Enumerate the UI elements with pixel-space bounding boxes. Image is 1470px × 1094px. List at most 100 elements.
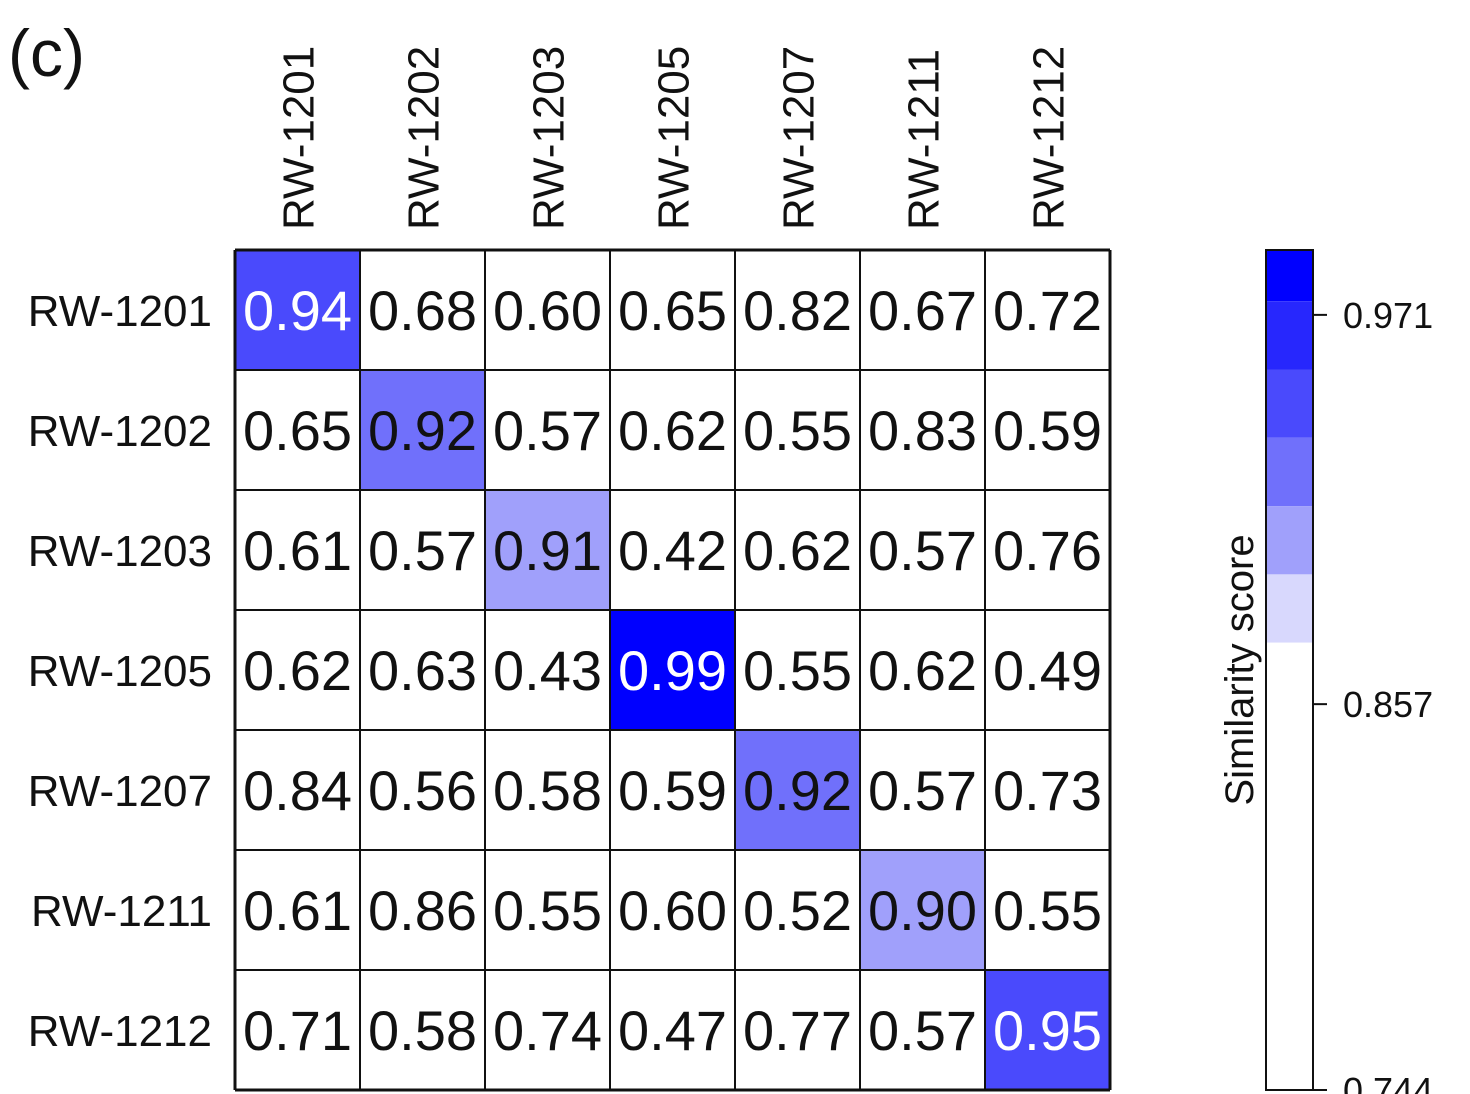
heatmap-cell: [485, 970, 610, 1090]
cell-value-label: 0.63: [368, 639, 477, 702]
cell-value-label: 0.59: [618, 759, 727, 822]
colorbar-tick-label: 0.857: [1343, 684, 1433, 725]
cell-value-label: 0.52: [743, 879, 852, 942]
cell-value-label: 0.42: [618, 519, 727, 582]
column-label: RW-1212: [1025, 46, 1074, 230]
colorbar-band: [1266, 250, 1313, 302]
colorbar-tick-label: 0.744: [1343, 1070, 1433, 1094]
heatmap-cell: [610, 730, 735, 850]
heatmap-cell: [985, 490, 1110, 610]
cell-value-label: 0.62: [868, 639, 977, 702]
column-label: RW-1205: [650, 46, 699, 230]
heatmap-cell: [235, 490, 360, 610]
heatmap-cell: [860, 250, 985, 370]
cell-value-label: 0.57: [868, 999, 977, 1062]
colorbar-band: [1266, 642, 1313, 1090]
row-labels: RW-1201 RW-1202 RW-1203 RW-1205 RW-1207 RW-12…: [28, 287, 212, 1056]
heatmap-grid: [233, 248, 1112, 1092]
panel-label: (c): [8, 16, 85, 90]
column-label: RW-1203: [525, 46, 574, 230]
heatmap-cell: [610, 610, 735, 730]
colorbar-title: Similarity score: [1218, 534, 1262, 805]
cell-value-label: 0.59: [993, 399, 1102, 462]
heatmap-cell: [235, 850, 360, 970]
colorbar: 0.971 0.857 0.744: [1265, 249, 1433, 1094]
cell-value-label: 0.61: [243, 879, 352, 942]
cell-value-label: 0.76: [993, 519, 1102, 582]
heatmap-cell: [360, 370, 485, 490]
heatmap-cell: [360, 490, 485, 610]
heatmap-cell: [485, 490, 610, 610]
cell-value-label: 0.86: [368, 879, 477, 942]
cell-value-label: 0.90: [868, 879, 977, 942]
cell-value-label: 0.60: [618, 879, 727, 942]
cell-value-label: 0.62: [743, 519, 852, 582]
heatmap-cell: [235, 970, 360, 1090]
heatmap-cell: [235, 730, 360, 850]
cell-value-label: 0.92: [743, 759, 852, 822]
heatmap-cell: [985, 730, 1110, 850]
heatmap-cell: [735, 970, 860, 1090]
cell-value-label: 0.74: [493, 999, 602, 1062]
heatmap-cell: [360, 250, 485, 370]
cell-value-label: 0.83: [868, 399, 977, 462]
heatmap-cell: [610, 250, 735, 370]
cell-value-label: 0.55: [993, 879, 1102, 942]
cell-value-label: 0.84: [243, 759, 352, 822]
row-label: RW-1201: [28, 287, 212, 336]
cell-value-label: 0.94: [243, 279, 352, 342]
heatmap-cell: [360, 970, 485, 1090]
cell-value-label: 0.55: [493, 879, 602, 942]
heatmap-cell: [735, 730, 860, 850]
colorbar-tick-label: 0.971: [1343, 295, 1433, 336]
heatmap-cell: [610, 370, 735, 490]
cell-value-label: 0.61: [243, 519, 352, 582]
cell-value-label: 0.62: [618, 399, 727, 462]
cell-value-label: 0.55: [743, 399, 852, 462]
cell-value-label: 0.49: [993, 639, 1102, 702]
cell-value-label: 0.58: [368, 999, 477, 1062]
heatmap-cell: [485, 850, 610, 970]
colorbar-band: [1266, 506, 1313, 575]
heatmap-cell: [985, 970, 1110, 1090]
heatmap-cell: [735, 370, 860, 490]
heatmap-cell: [860, 730, 985, 850]
heatmap-cell: [610, 490, 735, 610]
heatmap-cell: [485, 250, 610, 370]
cell-value-label: 0.43: [493, 639, 602, 702]
heatmap-cell: [860, 370, 985, 490]
column-label: RW-1211: [900, 49, 949, 230]
heatmap-cell: [485, 610, 610, 730]
cell-value-label: 0.55: [743, 639, 852, 702]
column-label: RW-1207: [775, 46, 824, 230]
heatmap-cell: [860, 610, 985, 730]
cell-value-label: 0.99: [618, 639, 727, 702]
cell-value-label: 0.57: [493, 399, 602, 462]
heatmap-cell: [735, 610, 860, 730]
cell-value-label: 0.57: [868, 519, 977, 582]
cell-value-label: 0.67: [868, 279, 977, 342]
colorbar-band: [1266, 301, 1313, 370]
cell-value-label: 0.77: [743, 999, 852, 1062]
heatmap-cell: [985, 850, 1110, 970]
colorbar-band: [1266, 369, 1313, 438]
cell-value-label: 0.72: [993, 279, 1102, 342]
cell-value-label: 0.65: [618, 279, 727, 342]
cell-value-label: 0.56: [368, 759, 477, 822]
cell-value-label: 0.73: [993, 759, 1102, 822]
heatmap-cell: [235, 250, 360, 370]
cell-value-label: 0.57: [868, 759, 977, 822]
row-label: RW-1202: [28, 407, 212, 456]
cell-value-label: 0.68: [368, 279, 477, 342]
heatmap-cell: [985, 250, 1110, 370]
heatmap-cell: [860, 970, 985, 1090]
heatmap-cell-values: 0.94 0.68 0.60 0.65 0.82 0.67 0.72 0.65 0.92 0.57…: [243, 279, 1102, 1062]
colorbar-frame: [1265, 249, 1314, 1091]
row-label: RW-1211: [31, 887, 212, 936]
row-label: RW-1205: [28, 647, 212, 696]
row-label: RW-1203: [28, 527, 212, 576]
heatmap-cell: [235, 370, 360, 490]
cell-value-label: 0.58: [493, 759, 602, 822]
heatmap-cell: [235, 610, 360, 730]
